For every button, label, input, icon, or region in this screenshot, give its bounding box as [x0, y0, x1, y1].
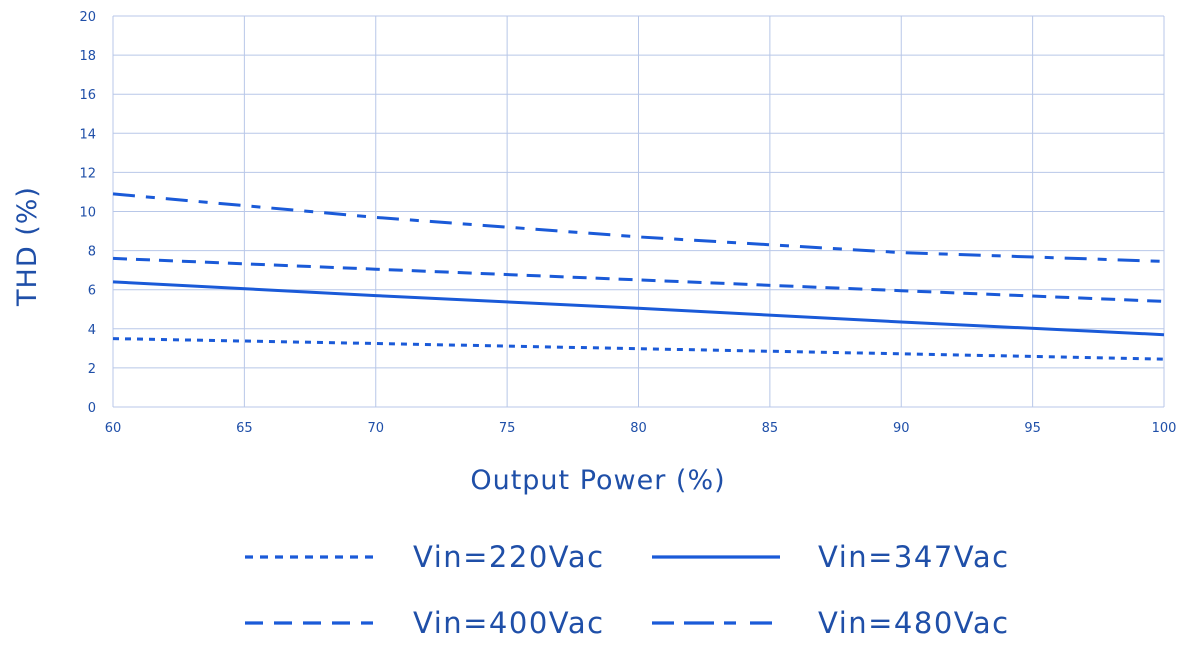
x-tick-label: 60: [105, 421, 122, 436]
y-tick-label: 20: [79, 10, 96, 25]
y-tick-label: 18: [79, 49, 96, 64]
x-tick-label: 90: [893, 421, 910, 436]
tick-labels: 0 2 4 6 8 10 12 14 16 18 20 60 65 70 75 80 85 90 95 100: [79, 10, 1176, 436]
y-tick-label: 12: [79, 166, 96, 181]
y-tick-label: 8: [88, 245, 96, 260]
x-axis-title: Output Power (%): [470, 465, 725, 496]
series-line-vin-220vac: [112, 337, 1165, 361]
x-tick-label: 80: [630, 421, 647, 436]
series-group: [112, 192, 1165, 361]
legend-label: Vin=400Vac: [413, 606, 605, 640]
series-line-vin-347vac: [112, 280, 1165, 337]
x-tick-label: 95: [1024, 421, 1041, 436]
y-axis-title: THD (%): [12, 186, 43, 307]
y-tick-label: 2: [88, 362, 96, 377]
legend-label: Vin=347Vac: [818, 540, 1010, 574]
x-tick-label: 75: [499, 421, 516, 436]
legend-label: Vin=480Vac: [818, 606, 1010, 640]
legend-label: Vin=220Vac: [413, 540, 605, 574]
grid: [112, 15, 1165, 408]
x-tick-label: 70: [367, 421, 384, 436]
y-tick-label: 0: [88, 401, 96, 416]
y-tick-label: 4: [88, 323, 96, 338]
x-tick-label: 100: [1152, 421, 1177, 436]
y-tick-label: 6: [88, 284, 96, 299]
legend: Vin=220Vac Vin=347Vac Vin=400Vac Vin=480Vac: [245, 540, 1010, 640]
x-tick-label: 65: [236, 421, 253, 436]
x-tick-label: 85: [762, 421, 779, 436]
series-line-vin-400vac: [112, 256, 1165, 303]
y-tick-label: 16: [79, 88, 96, 103]
y-tick-label: 10: [79, 206, 96, 221]
series-line-vin-480vac: [112, 192, 1165, 263]
y-tick-label: 14: [79, 127, 96, 142]
